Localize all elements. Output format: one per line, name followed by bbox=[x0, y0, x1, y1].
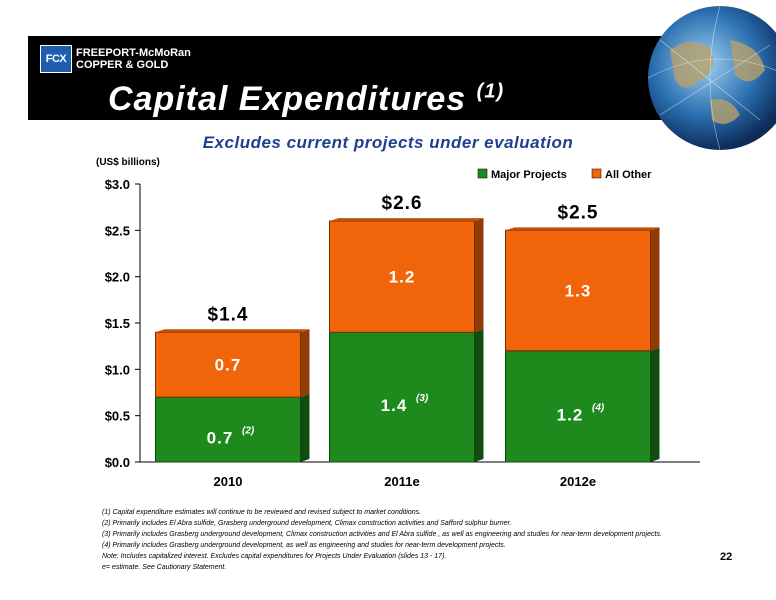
chart-bars: 0.7 (2) 0.7 $1.4 2010 1.4 (3) 1.2 $2.6 2011e 1.2 (4… bbox=[155, 193, 660, 489]
slide-header: FCX FREEPORT-McMoRan COPPER & GOLD Capit… bbox=[0, 0, 776, 150]
title-text: Capital Expenditures bbox=[108, 80, 467, 118]
footnote-4: (4) Primarily includes Grasberg undergro… bbox=[102, 542, 506, 549]
bar-side-major bbox=[300, 394, 310, 462]
label-footnote-ref: (3) bbox=[416, 393, 429, 404]
label-total: $1.4 bbox=[208, 304, 249, 325]
chart-legend: Major Projects All Other bbox=[477, 168, 652, 181]
bar-top bbox=[329, 218, 484, 222]
footnotes: (1) Capital expenditure estimates will c… bbox=[102, 507, 662, 573]
label-all-other: 0.7 bbox=[215, 356, 242, 375]
bar-major-projects bbox=[155, 396, 301, 463]
footnote-2: (2) Primarily includes El Abra sulfide, … bbox=[102, 520, 512, 527]
company-name-line1: FREEPORT-McMoRan bbox=[76, 47, 191, 59]
label-total: $2.5 bbox=[558, 202, 599, 223]
y-tick-label: $3.0 bbox=[105, 177, 130, 192]
legend-label: Major Projects bbox=[491, 169, 567, 181]
y-tick-label: $1.0 bbox=[105, 362, 130, 377]
label-major-projects: 1.2 bbox=[557, 405, 584, 424]
label-footnote-ref: (2) bbox=[242, 426, 255, 437]
bar-all-other bbox=[505, 229, 651, 352]
y-tick-label: $1.5 bbox=[105, 316, 130, 331]
bar-side-major bbox=[650, 347, 660, 462]
bar-all-other bbox=[329, 220, 475, 333]
company-name-line2: COPPER & GOLD bbox=[76, 59, 169, 71]
x-tick-label: 2012e bbox=[560, 474, 596, 489]
page-number: 22 bbox=[720, 551, 733, 563]
bar-top bbox=[505, 227, 660, 231]
y-tick-label: $0.0 bbox=[105, 455, 130, 470]
y-tick-label: $2.5 bbox=[105, 223, 130, 238]
company-logo: FCX FREEPORT-McMoRan COPPER & GOLD bbox=[40, 44, 191, 74]
x-tick-label: 2011e bbox=[384, 474, 419, 489]
footnote-note: Note: Includes capitalized interest. Exc… bbox=[102, 553, 447, 560]
footnote-estimate: e= estimate. See Cautionary Statement. bbox=[102, 564, 227, 571]
y-tick-label: $0.5 bbox=[105, 409, 130, 424]
bar-major-projects bbox=[329, 331, 475, 463]
title-footnote-ref: (1) bbox=[476, 80, 505, 103]
bar-top bbox=[155, 329, 310, 333]
chart-axes: $0.0 $0.5 $1.0 $1.5 $2.0 $2.5 $3.0 bbox=[105, 177, 700, 470]
label-major-projects: 1.4 bbox=[381, 396, 408, 415]
legend-swatch bbox=[591, 168, 602, 179]
subtitle: Excludes current projects under evaluati… bbox=[202, 133, 574, 152]
logo-mark: FCX bbox=[40, 45, 72, 73]
bar-side-other bbox=[650, 227, 660, 351]
footnote-3: (3) Primarily includes Grasberg undergro… bbox=[102, 531, 662, 538]
legend-swatch bbox=[477, 168, 488, 179]
x-tick-label: 2010 bbox=[214, 474, 243, 489]
page-title: Capital Expenditures (1) bbox=[108, 80, 504, 119]
unit-label: (US$ billions) bbox=[96, 157, 160, 168]
bar-side-other bbox=[300, 329, 310, 398]
label-all-other: 1.3 bbox=[565, 282, 592, 301]
bar-side-major bbox=[474, 329, 484, 462]
label-all-other: 1.2 bbox=[389, 268, 416, 287]
globe-icon bbox=[647, 5, 776, 150]
bar-side-other bbox=[474, 218, 484, 333]
capex-chart: $0.0 $0.5 $1.0 $1.5 $2.0 $2.5 $3.0 0.7 (2) 0.7 $1… bbox=[105, 168, 700, 489]
y-tick-label: $2.0 bbox=[105, 270, 130, 285]
bar-all-other bbox=[155, 331, 301, 398]
legend-label: All Other bbox=[605, 169, 652, 181]
label-footnote-ref: (4) bbox=[592, 402, 605, 413]
label-total: $2.6 bbox=[382, 193, 423, 214]
footnote-1: (1) Capital expenditure estimates will c… bbox=[102, 509, 422, 516]
logo-text: FREEPORT-McMoRan COPPER & GOLD bbox=[76, 47, 191, 71]
label-major-projects: 0.7 bbox=[207, 429, 234, 448]
